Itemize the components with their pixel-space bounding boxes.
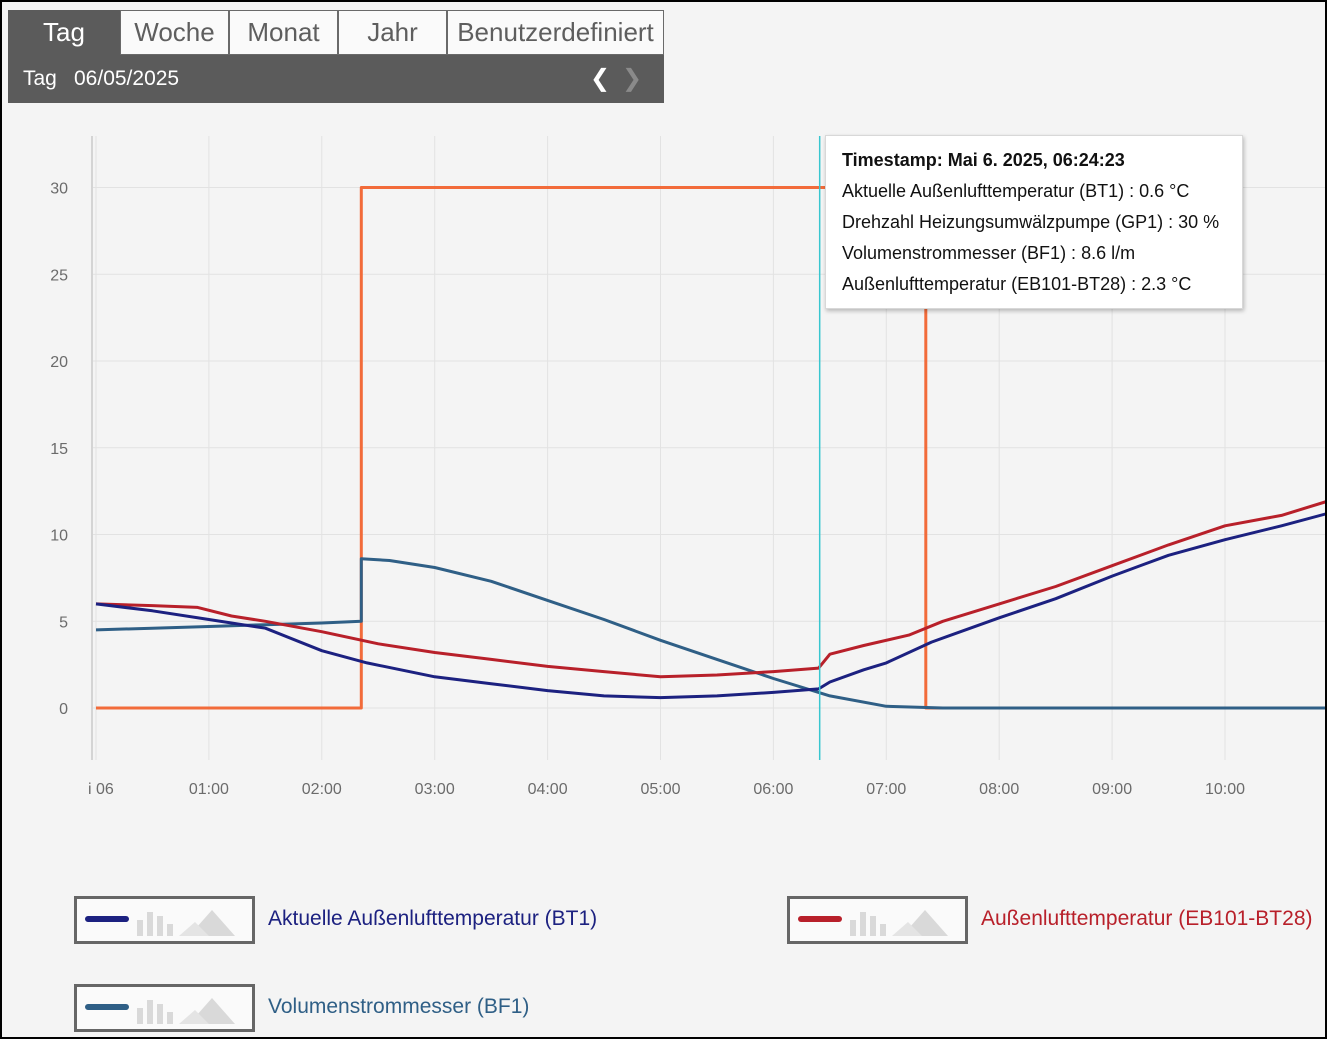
- tab-jahr[interactable]: Jahr: [338, 10, 447, 55]
- tab-woche[interactable]: Woche: [120, 10, 229, 55]
- x-tick-label: 08:00: [979, 781, 1019, 798]
- legend-label[interactable]: Volumenstrommesser (BF1): [268, 995, 530, 1018]
- tooltip-line: Drehzahl Heizungsumwälzpumpe (GP1) : 30 …: [842, 212, 1220, 232]
- legend-toggle-box[interactable]: [74, 896, 255, 944]
- chevron-left-icon[interactable]: ❮: [590, 65, 611, 92]
- chevron-right-icon[interactable]: ❯: [622, 65, 643, 92]
- period-row: Tag 06/05/2025 ❮ ❯: [8, 55, 664, 103]
- y-tick-label: 25: [50, 267, 68, 284]
- series-line-aktuelle-au-enlufttemperatur-bt1: [95, 512, 1325, 700]
- period-label: Tag: [23, 67, 57, 90]
- period-selector: Tag Woche Monat Jahr Benutzerdefiniert T…: [8, 10, 664, 103]
- legend-label[interactable]: Außenlufttemperatur (EB101-BT28): [981, 907, 1313, 930]
- legend-color-swatch: [85, 1004, 129, 1010]
- x-tick-label: 03:00: [415, 781, 455, 798]
- series-line-au-enlufttemperatur-eb101-bt28: [95, 500, 1325, 679]
- y-tick-label: 20: [50, 354, 68, 371]
- tooltip-line: Aktuelle Außenlufttemperatur (BT1) : 0.6…: [842, 181, 1190, 201]
- tooltip-line: Außenlufttemperatur (EB101-BT28) : 2.3 °…: [842, 274, 1192, 294]
- series-line-volumenstrommesser-bf1: [95, 557, 1325, 710]
- legend-color-swatch: [798, 916, 842, 922]
- tab-tag[interactable]: Tag: [8, 10, 120, 55]
- tooltip-line: Volumenstrommesser (BF1) : 8.6 l/m: [842, 243, 1136, 263]
- x-tick-label: 10:00: [1205, 781, 1245, 798]
- x-tick-label: i 06: [88, 781, 114, 798]
- x-tick-label: 01:00: [189, 781, 229, 798]
- x-tick-label: 07:00: [866, 781, 906, 798]
- x-tick-label: 06:00: [753, 781, 793, 798]
- y-tick-label: 15: [50, 441, 68, 458]
- tab-list: Tag Woche Monat Jahr Benutzerdefiniert: [8, 10, 664, 55]
- x-tick-label: 09:00: [1092, 781, 1132, 798]
- x-tick-label: 05:00: [640, 781, 680, 798]
- chart-type-icon: [137, 998, 235, 1024]
- y-tick-label: 5: [59, 614, 68, 631]
- y-tick-label: 10: [50, 528, 68, 545]
- legend-label[interactable]: Aktuelle Außenlufttemperatur (BT1): [268, 907, 598, 930]
- x-tick-label: 04:00: [528, 781, 568, 798]
- period-date: 06/05/2025: [74, 67, 180, 90]
- y-tick-label: 0: [59, 701, 68, 718]
- tab-benutzerdefiniert[interactable]: Benutzerdefiniert: [447, 10, 664, 55]
- legend-toggle-box[interactable]: [74, 984, 255, 1032]
- tab-monat[interactable]: Monat: [229, 10, 338, 55]
- chart-tooltip: Timestamp: Mai 6. 2025, 06:24:23 Aktuell…: [825, 135, 1243, 309]
- chart-type-icon: [850, 910, 948, 936]
- legend-toggle-box[interactable]: [787, 896, 968, 944]
- legend-color-swatch: [85, 916, 129, 922]
- y-tick-label: 30: [50, 181, 68, 198]
- tooltip-timestamp: Timestamp: Mai 6. 2025, 06:24:23: [842, 150, 1125, 170]
- chart-type-icon: [137, 910, 235, 936]
- x-tick-label: 02:00: [302, 781, 342, 798]
